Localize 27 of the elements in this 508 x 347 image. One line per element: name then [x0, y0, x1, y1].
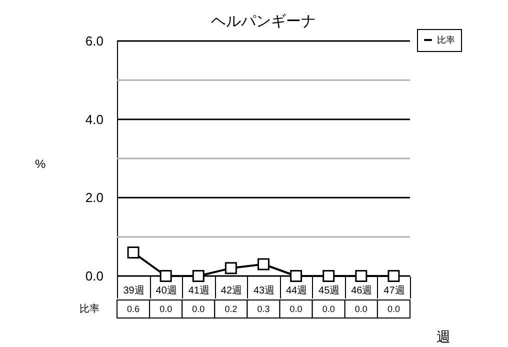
- data-label: 0.2: [224, 304, 238, 314]
- x-tick-label: 40週: [156, 286, 177, 296]
- data-label: 0.0: [387, 304, 400, 314]
- x-tick-label: 44週: [286, 286, 308, 296]
- x-tick-label: 42週: [220, 286, 242, 296]
- text: 比率: [80, 304, 100, 315]
- y-tick-label: 0.0: [85, 268, 104, 284]
- x-tick-label: 41週: [188, 286, 210, 296]
- data-label: 0.3: [257, 304, 270, 314]
- x-tick-label: 43週: [253, 286, 275, 296]
- x-tick-label: 39週: [123, 286, 144, 296]
- legend-label: 比率: [437, 35, 455, 45]
- data-label: 0.0: [160, 304, 172, 314]
- y-tick-label: 6.0: [85, 34, 104, 48]
- data-label: 0.0: [290, 304, 302, 314]
- data-label: 0.0: [354, 304, 368, 314]
- x-tick-label: 45週: [318, 286, 340, 296]
- chart-title: ヘルパンギーナ: [211, 13, 316, 30]
- x-tick-label: 47週: [384, 286, 405, 296]
- data-label: 0.6: [127, 304, 140, 314]
- data-label: 0.0: [192, 304, 205, 314]
- x-axis-title: 週: [436, 328, 450, 344]
- y-axis-title: %: [35, 157, 46, 171]
- y-tick-label: 2.0: [85, 190, 104, 206]
- y-tick-label: 4.0: [85, 112, 104, 127]
- data-label: 0.0: [322, 304, 335, 314]
- x-tick-label: 46週: [351, 286, 372, 296]
